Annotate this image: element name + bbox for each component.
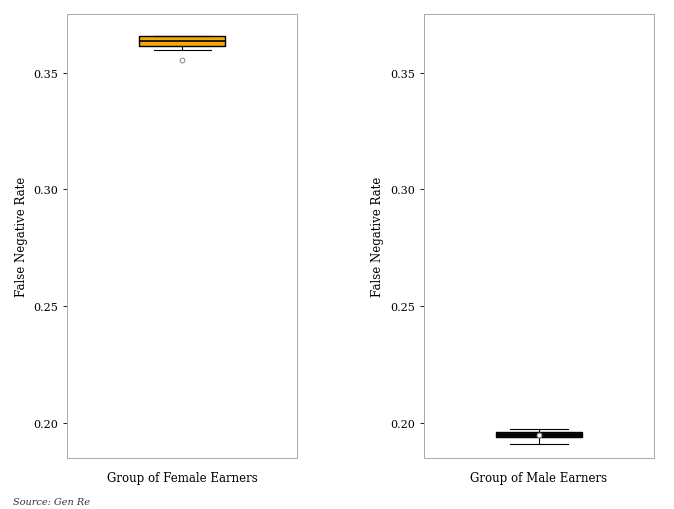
Bar	[140, 37, 226, 47]
Bar	[495, 433, 582, 437]
Y-axis label: False Negative Rate: False Negative Rate	[371, 177, 384, 297]
Text: Source: Gen Re: Source: Gen Re	[13, 497, 90, 506]
Y-axis label: False Negative Rate: False Negative Rate	[15, 177, 28, 297]
